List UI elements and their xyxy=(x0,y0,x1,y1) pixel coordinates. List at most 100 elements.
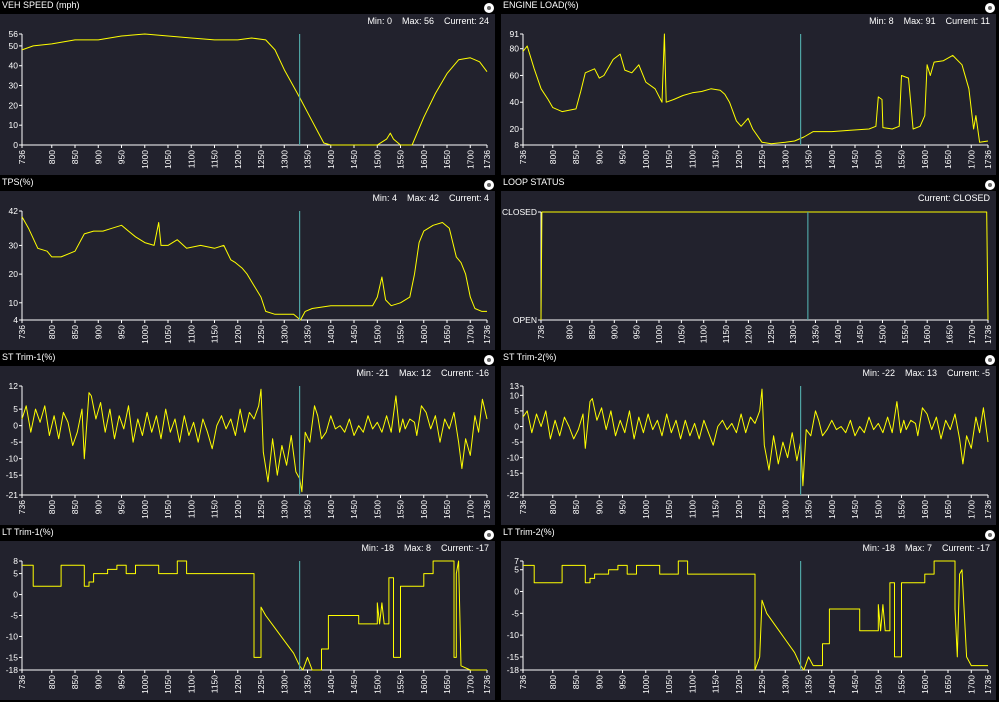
axis-lines xyxy=(21,211,487,321)
x-tick-label: 950 xyxy=(117,500,127,514)
veh-speed-mph-title: VEH SPEED (mph) xyxy=(2,0,80,10)
engine-load-panel: ENGINE LOAD(%) Min: 8 Max: 91 Current: 11 8 2… xyxy=(501,0,999,177)
x-tick-label: 900 xyxy=(93,675,103,689)
x-tick-label: 1300 xyxy=(279,675,289,694)
x-tick-label: 1250 xyxy=(757,150,767,169)
lt-trim-1-title: LT Trim-1(%) xyxy=(2,527,54,537)
y-tick-label: -15 xyxy=(507,652,520,662)
x-tick-label: 1250 xyxy=(757,675,767,694)
x-tick-label: 1250 xyxy=(256,675,266,694)
st-trim-2-plot-area: Min: -22 Max: 13 Current: -5 -22 -15 -10 -5 0 5 1… xyxy=(501,366,996,525)
x-tick-label: 1600 xyxy=(419,500,429,519)
x-tick-label: 1050 xyxy=(163,325,173,344)
x-tick-label: 1450 xyxy=(850,150,860,169)
stat-current: Current: -16 xyxy=(440,368,489,378)
axis-lines xyxy=(21,34,487,146)
stat-current: Current: 11 xyxy=(945,16,990,26)
y-tick-label: 42 xyxy=(9,206,19,216)
st-trim-1-settings-button[interactable] xyxy=(484,355,494,365)
x-tick-label: 1700 xyxy=(966,500,976,519)
x-tick-label: 1200 xyxy=(233,150,243,169)
x-tick-label: 1550 xyxy=(396,325,406,344)
x-tick-label: 800 xyxy=(548,675,558,689)
stat-min: Min: -18 xyxy=(361,543,394,553)
x-tick-label: 800 xyxy=(47,500,57,514)
loop-status-stats: Current: CLOSED xyxy=(908,193,990,203)
x-tick-label: 1350 xyxy=(303,675,313,694)
tps-settings-button[interactable] xyxy=(484,180,494,190)
x-tick-label: 1736 xyxy=(482,500,492,519)
y-tick-label: 0 xyxy=(13,421,18,431)
x-tick-label: 1200 xyxy=(734,675,744,694)
y-tick-label: 56 xyxy=(9,29,19,39)
stat-current: Current: 4 xyxy=(448,193,489,203)
engine-load-title: ENGINE LOAD(%) xyxy=(503,0,579,10)
x-tick-label: 1600 xyxy=(922,325,932,344)
lt-trim-1-panel: LT Trim-1(%) Min: -18 Max: 8 Current: -17 -1… xyxy=(0,527,498,702)
engine-load-settings-button[interactable] xyxy=(985,3,995,13)
y-tick-label: 60 xyxy=(510,70,520,80)
x-tick-label: 800 xyxy=(47,325,57,339)
x-tick-label: 1400 xyxy=(827,500,837,519)
x-tick-label: 1050 xyxy=(163,500,173,519)
lt-trim-2-settings-button[interactable] xyxy=(985,530,995,540)
stat-min: Min: 8 xyxy=(869,16,894,26)
x-tick-label: 736 xyxy=(536,325,546,339)
y-tick-label: 20 xyxy=(9,100,19,110)
loop-status-plot-area: Current: CLOSED OPEN CLOSED 736 800 850 900 950… xyxy=(501,191,996,350)
x-tick-label: 1150 xyxy=(210,675,220,694)
x-tick-label: 900 xyxy=(93,325,103,339)
x-tick-label: 1250 xyxy=(256,500,266,519)
veh-speed-mph-panel: VEH SPEED (mph) Min: 0 Max: 56 Current: 24 0… xyxy=(0,0,498,177)
tps-panel: TPS(%) Min: 4 Max: 42 Current: 4 4 10 20 30 42 73… xyxy=(0,177,498,352)
x-tick-label: 1000 xyxy=(641,675,651,694)
st-trim-2-stats: Min: -22 Max: 13 Current: -5 xyxy=(852,368,990,378)
x-tick-label: 1450 xyxy=(850,675,860,694)
x-tick-label: 1100 xyxy=(186,500,196,519)
x-tick-label: 950 xyxy=(117,150,127,164)
y-tick-label: 30 xyxy=(9,240,19,250)
x-tick-label: 850 xyxy=(70,675,80,689)
x-tick-label: 1500 xyxy=(873,150,883,169)
x-tick-label: 1500 xyxy=(873,500,883,519)
lt-trim-2-series-line xyxy=(523,560,988,671)
x-tick-label: 1300 xyxy=(780,150,790,169)
lt-trim-1-series-line xyxy=(22,560,487,671)
y-tick-label: 10 xyxy=(9,120,19,130)
y-tick-label: -15 xyxy=(6,470,19,480)
y-tick-label: 40 xyxy=(9,61,19,71)
stat-min: Min: -18 xyxy=(862,543,895,553)
y-tick-label: 0 xyxy=(514,421,519,431)
x-tick-label: 950 xyxy=(618,500,628,514)
y-tick-label: -10 xyxy=(6,454,19,464)
tps-series-line xyxy=(21,216,487,321)
x-tick-label: 1600 xyxy=(920,150,930,169)
x-tick-label: 1450 xyxy=(850,500,860,519)
st-trim-1-title: ST Trim-1(%) xyxy=(2,352,56,362)
x-tick-label: 1000 xyxy=(140,500,150,519)
x-tick-label: 1300 xyxy=(780,675,790,694)
st-trim-2-settings-button[interactable] xyxy=(985,355,995,365)
stat-current: Current: -17 xyxy=(440,543,489,553)
x-tick-label: 800 xyxy=(548,150,558,164)
x-tick-label: 1736 xyxy=(983,325,993,344)
x-tick-label: 1100 xyxy=(687,500,697,519)
x-tick-label: 900 xyxy=(93,150,103,164)
x-tick-label: 1700 xyxy=(465,150,475,169)
y-tick-label: 0 xyxy=(514,587,519,597)
x-tick-label: 900 xyxy=(609,325,619,339)
x-tick-label: 1200 xyxy=(233,675,243,694)
st-trim-2-series-line xyxy=(522,388,989,487)
x-tick-label: 850 xyxy=(70,325,80,339)
x-tick-label: 850 xyxy=(571,500,581,514)
loop-status-settings-button[interactable] xyxy=(985,180,995,190)
y-tick-label: 8 xyxy=(514,140,519,150)
st-trim-1-chart: -21 -15 -10 -5 0 5 12 736 800 850 900 950 1000 1050 11… xyxy=(6,381,492,519)
x-tick-label: 1150 xyxy=(711,675,721,694)
x-tick-label: 1500 xyxy=(372,500,382,519)
stat-current: Current: -5 xyxy=(946,368,990,378)
x-tick-label: 1400 xyxy=(326,150,336,169)
lt-trim-1-settings-button[interactable] xyxy=(484,530,494,540)
veh-speed-mph-settings-button[interactable] xyxy=(484,3,494,13)
y-tick-label: -10 xyxy=(507,630,520,640)
